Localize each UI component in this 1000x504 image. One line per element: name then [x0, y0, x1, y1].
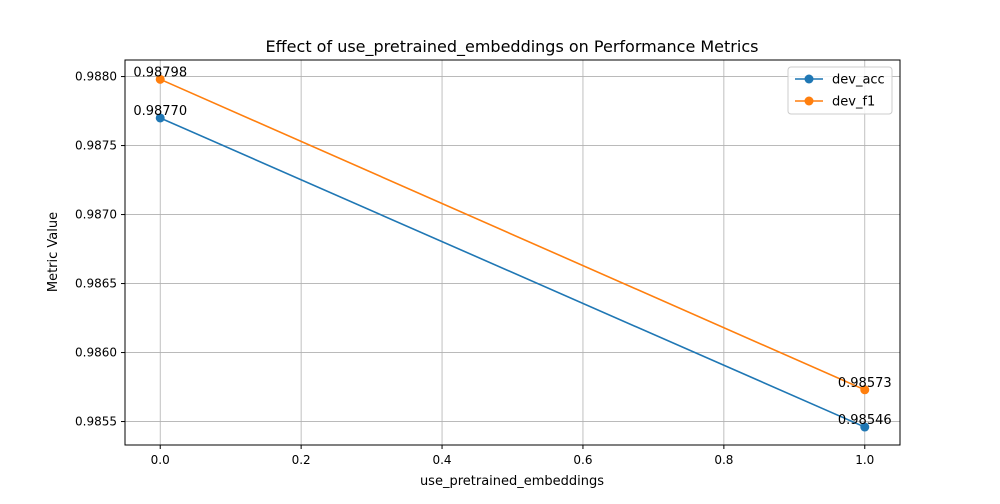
- data-label-dev_f1: 0.98798: [133, 65, 187, 80]
- data-label-dev_acc: 0.98770: [133, 104, 187, 119]
- x-tick-label: 0.0: [151, 453, 170, 467]
- y-axis-label: Metric Value: [46, 212, 61, 292]
- x-tick-label: 0.4: [432, 453, 451, 467]
- legend-marker-dev_f1: [804, 96, 814, 106]
- data-point-dev_acc: [860, 422, 870, 432]
- legend-marker-dev_acc: [804, 74, 814, 84]
- y-tick-label: 0.9870: [75, 208, 117, 222]
- y-tick-label: 0.9880: [75, 70, 117, 84]
- plot-frame: [124, 59, 901, 446]
- series-lines: [155, 74, 870, 432]
- y-tick-label: 0.9865: [75, 277, 117, 291]
- grid-lines: [125, 60, 900, 445]
- data-labels: 0.98770 0.98546 0.98798 0.98573: [133, 65, 891, 428]
- x-tick-label: 0.8: [714, 453, 733, 467]
- legend: dev_acc dev_f1: [787, 66, 893, 115]
- x-tick-label: 1.0: [855, 453, 874, 467]
- y-tick-label: 0.9855: [75, 415, 117, 429]
- data-point-dev_acc: [155, 113, 165, 123]
- legend-label-dev_acc: dev_acc: [832, 73, 885, 88]
- legend-label-dev_f1: dev_f1: [832, 95, 875, 110]
- y-tick-label: 0.9875: [75, 139, 117, 153]
- data-label-dev_f1: 0.98573: [838, 376, 892, 391]
- axes: 0.0 0.2 0.4 0.6 0.8 1.0 0.9855 0.9860 0.9865 0.98…: [75, 59, 901, 467]
- x-tick-label: 0.2: [292, 453, 311, 467]
- x-axis-label: use_pretrained_embeddings: [420, 474, 604, 489]
- series-line-dev_acc: [159, 117, 866, 428]
- chart-title: Effect of use_pretrained_embeddings on P…: [266, 37, 759, 57]
- data-point-dev_f1: [155, 74, 165, 84]
- series-line-dev_f1: [159, 78, 866, 391]
- x-tick-label: 0.6: [573, 453, 592, 467]
- data-label-dev_acc: 0.98546: [838, 413, 892, 428]
- y-tick-label: 0.9860: [75, 346, 117, 360]
- data-point-dev_f1: [860, 385, 870, 395]
